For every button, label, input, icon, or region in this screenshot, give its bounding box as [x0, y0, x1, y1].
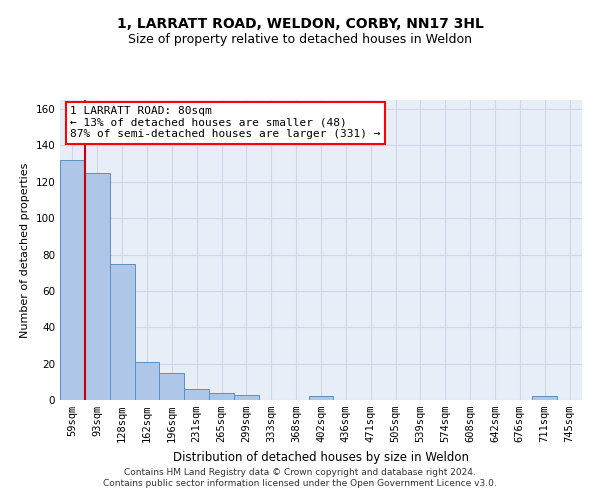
Y-axis label: Number of detached properties: Number of detached properties — [20, 162, 30, 338]
X-axis label: Distribution of detached houses by size in Weldon: Distribution of detached houses by size … — [173, 450, 469, 464]
Bar — [134, 362, 160, 400]
Text: 1, LARRATT ROAD, WELDON, CORBY, NN17 3HL: 1, LARRATT ROAD, WELDON, CORBY, NN17 3HL — [116, 18, 484, 32]
Bar — [234, 394, 259, 400]
Bar — [60, 160, 85, 400]
Bar — [532, 396, 557, 400]
Bar — [308, 396, 334, 400]
Text: 1 LARRATT ROAD: 80sqm
← 13% of detached houses are smaller (48)
87% of semi-deta: 1 LARRATT ROAD: 80sqm ← 13% of detached … — [70, 106, 381, 139]
Bar — [110, 264, 134, 400]
Bar — [85, 172, 110, 400]
Text: Size of property relative to detached houses in Weldon: Size of property relative to detached ho… — [128, 32, 472, 46]
Bar — [184, 389, 209, 400]
Bar — [160, 372, 184, 400]
Bar — [209, 392, 234, 400]
Text: Contains HM Land Registry data © Crown copyright and database right 2024.
Contai: Contains HM Land Registry data © Crown c… — [103, 468, 497, 487]
